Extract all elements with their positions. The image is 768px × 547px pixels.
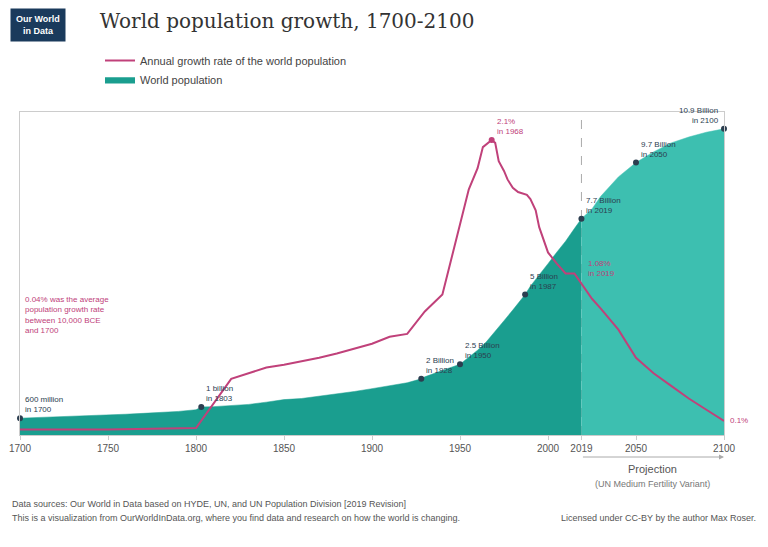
- svg-text:1850: 1850: [273, 443, 296, 454]
- svg-text:World population: World population: [140, 74, 222, 86]
- svg-text:2 Billionin 1928: 2 Billionin 1928: [426, 356, 454, 375]
- svg-text:1700: 1700: [9, 443, 32, 454]
- svg-text:(UN Medium Fertility Variant): (UN Medium Fertility Variant): [595, 479, 710, 489]
- svg-text:Annual growth rate of the worl: Annual growth rate of the world populati…: [140, 55, 346, 67]
- svg-text:1 billionin 1803: 1 billionin 1803: [206, 384, 233, 403]
- svg-text:2.1%in 1968: 2.1%in 1968: [497, 117, 524, 136]
- svg-text:2100: 2100: [713, 443, 736, 454]
- svg-text:World population growth, 1700-: World population growth, 1700-2100: [100, 9, 475, 33]
- svg-text:1.08%in 2019: 1.08%in 2019: [588, 259, 615, 278]
- svg-text:1900: 1900: [361, 443, 384, 454]
- svg-text:Projection: Projection: [628, 463, 677, 475]
- svg-text:7.7 Billionin 2019: 7.7 Billionin 2019: [586, 196, 621, 215]
- svg-text:0.1%: 0.1%: [730, 416, 748, 425]
- svg-text:This is a visualization from O: This is a visualization from OurWorldInD…: [12, 513, 460, 523]
- svg-text:2019: 2019: [570, 443, 593, 454]
- svg-text:5 Billionin 1987: 5 Billionin 1987: [530, 272, 558, 291]
- svg-text:2000: 2000: [537, 443, 560, 454]
- svg-text:1800: 1800: [185, 443, 208, 454]
- svg-text:Data sources: Our World in Dat: Data sources: Our World in Data based on…: [12, 499, 406, 509]
- svg-text:9.7 Billionin 2050: 9.7 Billionin 2050: [641, 140, 676, 159]
- svg-text:600 millionin 1700: 600 millionin 1700: [25, 395, 63, 414]
- svg-text:2.5 Billionin 1950: 2.5 Billionin 1950: [465, 341, 500, 360]
- svg-text:2050: 2050: [625, 443, 648, 454]
- svg-text:1950: 1950: [449, 443, 472, 454]
- svg-text:10.9 Billionin 2100: 10.9 Billionin 2100: [679, 106, 719, 125]
- svg-text:0.04% was the averagepopulatio: 0.04% was the averagepopulation growth r…: [25, 295, 109, 335]
- svg-text:Licensed under CC-BY by the au: Licensed under CC-BY by the author Max R…: [561, 513, 756, 523]
- svg-text:1750: 1750: [97, 443, 120, 454]
- svg-text:Our Worldin Data: Our Worldin Data: [16, 14, 60, 36]
